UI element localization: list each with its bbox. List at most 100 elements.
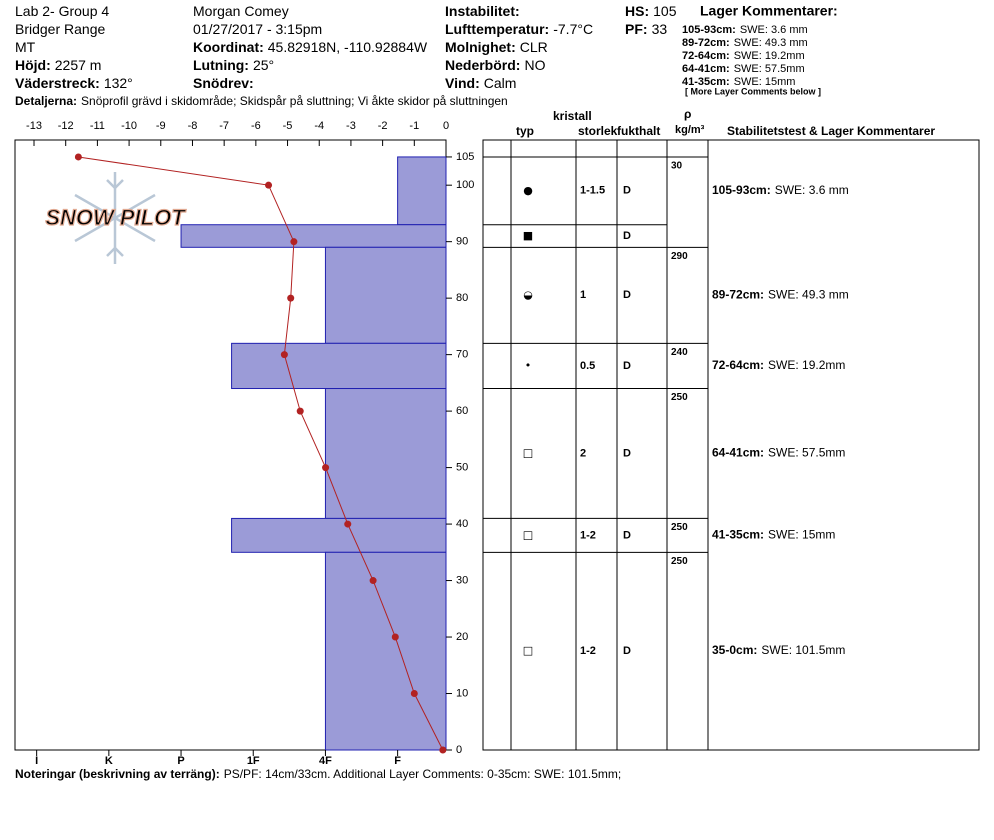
notes-label: Noteringar (beskrivning av terräng): <box>15 767 220 781</box>
temperature-line <box>78 156 444 751</box>
header-field-value: 33 <box>652 21 668 37</box>
hardness-tick-label: I <box>35 755 38 767</box>
layer-stability-comment-label: 41-35cm: <box>712 528 764 542</box>
layer-stability-comment-label: 64-41cm: <box>712 446 764 460</box>
header-field-value: Lab 2- Group 4 <box>15 3 109 19</box>
x-tick-label: -12 <box>58 120 74 132</box>
density: 290 <box>671 251 688 262</box>
x-tick-label: -8 <box>188 120 198 132</box>
header-field-label: Nederbörd: <box>445 57 520 73</box>
layer-stability-comment-label: 89-72cm: <box>712 287 764 301</box>
header-field: Koordinat: 45.82918N, -110.92884W <box>193 39 428 55</box>
moisture: D <box>623 645 631 657</box>
x-tick-label: -1 <box>409 120 419 132</box>
header-field: MT <box>15 39 36 55</box>
layer-stability-comment-value: SWE: 3.6 mm <box>775 183 849 197</box>
grain-size: 2 <box>580 447 586 459</box>
layer-comment: 89-72cm: SWE: 49.3 mm <box>682 37 808 49</box>
layer-stability-comment-value: SWE: 101.5mm <box>761 643 845 657</box>
temperature-point <box>322 464 330 472</box>
more-comments: [ More Layer Comments below ] <box>685 86 821 96</box>
x-tick-label: 0 <box>443 120 449 132</box>
header-field-value: 01/27/2017 - 3:15pm <box>193 21 322 37</box>
grain-type: □ <box>523 446 533 459</box>
x-tick-label: -13 <box>26 120 42 132</box>
header-field-label: Väderstreck: <box>15 75 100 91</box>
y-tick-label: 20 <box>456 631 468 643</box>
layer-stability-comment-label: 35-0cm: <box>712 643 757 657</box>
moisture: D <box>623 360 631 372</box>
header-field-value: CLR <box>520 39 548 55</box>
temperature-point <box>74 153 82 161</box>
temperature-point <box>290 238 298 246</box>
header-field-label: HS: <box>625 3 649 19</box>
header-field: Lufttemperatur: -7.7°C <box>445 21 593 37</box>
hardness-bar <box>397 156 447 226</box>
x-tick-label: -10 <box>121 120 137 132</box>
logo <box>74 172 156 264</box>
layer-comment: 105-93cm: SWE: 3.6 mm <box>682 24 808 36</box>
moisture: D <box>623 447 631 459</box>
table-frame <box>482 139 980 751</box>
header-field-label: Molnighet: <box>445 39 516 55</box>
hardness-tick-label: K <box>105 755 113 767</box>
y-tick-label: 0 <box>456 744 462 756</box>
layer-comment: 64-41cm: SWE: 57.5mm <box>682 63 805 75</box>
hardness-bar <box>324 246 447 344</box>
layer-stability-comment: 72-64cm: SWE: 19.2mm <box>712 358 845 372</box>
moisture: D <box>623 230 631 242</box>
moisture: D <box>623 529 631 541</box>
y-tick-label: 80 <box>456 292 468 304</box>
y-tick-label: 90 <box>456 236 468 248</box>
header-field: Bridger Range <box>15 21 105 37</box>
hardness-tick-label: 1F <box>247 755 260 767</box>
layer-stability-comment-value: SWE: 19.2mm <box>768 358 845 372</box>
header-field-value: -7.7°C <box>553 21 593 37</box>
x-tick-label: -11 <box>90 120 105 132</box>
x-tick-label: -3 <box>346 120 356 132</box>
layer-comment-value: SWE: 19.2mm <box>734 50 805 62</box>
y-tick-label: 105 <box>456 151 474 163</box>
header-field: HS: 105 <box>625 3 677 19</box>
x-tick-label: -9 <box>156 120 166 132</box>
layer-stability-comment-value: SWE: 57.5mm <box>768 446 845 460</box>
logo-text: SNOW PILOT <box>45 205 186 230</box>
y-tick-label: 100 <box>456 179 474 191</box>
header-field: Höjd: 2257 m <box>15 57 101 73</box>
grain-size: 1 <box>580 289 586 301</box>
density: 30 <box>671 161 683 172</box>
header-field: Lab 2- Group 4 <box>15 3 109 19</box>
details: Detaljerna: Snöprofil grävd i skidområde;… <box>15 94 508 108</box>
layer-stability-comment-label: 72-64cm: <box>712 358 764 372</box>
hardness-bar <box>231 517 447 553</box>
grain-type: □ <box>523 528 533 541</box>
temperature-point <box>280 351 288 359</box>
header-field-value: 105 <box>653 3 677 19</box>
header-field-label: Instabilitet: <box>445 3 520 19</box>
layer-stability-comment-label: 105-93cm: <box>712 183 771 197</box>
header-field-value: MT <box>15 39 36 55</box>
grain-type: ● <box>523 184 533 197</box>
col-header: kg/m³ <box>675 124 705 136</box>
density: 240 <box>671 347 688 358</box>
layer-stability-comment: 35-0cm: SWE: 101.5mm <box>712 643 845 657</box>
hardness-bar <box>180 224 447 248</box>
col-header: typ <box>516 124 534 138</box>
x-tick-label: -4 <box>314 120 324 132</box>
header-field-label: Lutning: <box>193 57 249 73</box>
header-field-value: Morgan Comey <box>193 3 289 19</box>
header-field-value: Calm <box>484 75 517 91</box>
temperature-point <box>265 181 273 189</box>
header-field-label: PF: <box>625 21 648 37</box>
x-tick-label: -6 <box>251 120 261 132</box>
layer-comment-value: SWE: 57.5mm <box>734 63 805 75</box>
density: 250 <box>671 522 688 533</box>
temperature-point <box>287 294 295 302</box>
col-header: Stabilitetstest & Lager Kommentarer <box>727 124 935 138</box>
notes-value: PS/PF: 14cm/33cm. Additional Layer Comme… <box>224 767 621 781</box>
hardness-tick-label: 4F <box>319 755 332 767</box>
layer-stability-comment-value: SWE: 49.3 mm <box>768 287 849 301</box>
details-label: Detaljerna: <box>15 94 77 108</box>
grain-size: 1-1.5 <box>580 185 605 197</box>
y-tick-label: 10 <box>456 687 468 699</box>
